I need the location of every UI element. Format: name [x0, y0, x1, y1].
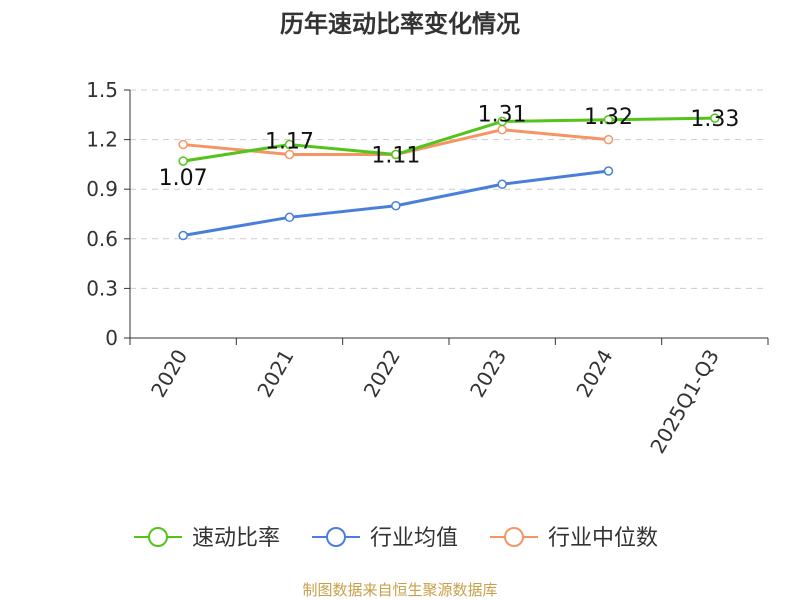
data-point — [497, 179, 507, 189]
x-tick-label: 2020 — [146, 345, 192, 401]
data-point — [603, 166, 614, 176]
legend-item-3[interactable]: 行业中位数 — [490, 526, 658, 551]
series-1 — [178, 113, 720, 166]
data-point — [603, 134, 614, 145]
x-tick-label: 2024 — [571, 345, 617, 401]
series-line — [181, 116, 717, 163]
legend-label: 行业中位数 — [548, 526, 658, 551]
data-label: 1.32 — [584, 105, 633, 130]
data-point — [603, 115, 614, 125]
y-tick-label: 1.5 — [86, 78, 118, 102]
legend-item-1[interactable]: 速动比率 — [134, 526, 280, 551]
data-label: 1.17 — [265, 130, 314, 155]
chart-title: 历年速动比率变化情况 — [280, 10, 520, 38]
x-tick-label: 2025Q1-Q3 — [645, 345, 724, 457]
y-tick-label: 1.2 — [86, 128, 118, 152]
data-point — [178, 230, 188, 241]
data-label: 1.31 — [478, 102, 527, 127]
series-group: 1.07 1.17 1.11 1.31 1.32 1.33 — [159, 102, 739, 241]
data-point — [391, 200, 401, 211]
x-tick-label: 2021 — [252, 345, 298, 401]
data-point — [391, 149, 401, 160]
legend-label: 速动比率 — [192, 526, 280, 551]
source-note: 制图数据来自恒生聚源数据库 — [302, 581, 497, 599]
data-point — [284, 149, 295, 160]
data-point — [284, 139, 295, 150]
data-label: 1.07 — [159, 166, 208, 191]
legend-swatch-marker — [148, 527, 168, 547]
y-tick-label: 0 — [105, 326, 118, 350]
axes: 0 0.3 0.6 0.9 1.2 1.5 2020 2021 2022 2023 2024 2025… — [86, 78, 769, 458]
legend-label: 行业均值 — [370, 526, 458, 551]
data-point — [284, 212, 295, 223]
legend-swatch-marker — [326, 527, 346, 547]
legend-item-2[interactable]: 行业均值 — [312, 526, 458, 551]
x-tick-label: 2023 — [465, 345, 511, 401]
data-point — [497, 116, 507, 127]
x-tick-label: 2022 — [359, 345, 405, 401]
grid — [130, 89, 768, 289]
data-label: 1.33 — [690, 107, 739, 132]
y-tick-label: 0.3 — [86, 276, 118, 300]
legend[interactable]: 速动比率 行业均值 行业中位数 — [134, 526, 658, 551]
legend-swatch-marker — [504, 527, 524, 547]
data-label: 1.11 — [371, 143, 420, 168]
y-tick-label: 0.9 — [86, 177, 118, 201]
data-point — [178, 156, 188, 166]
series-2 — [178, 166, 614, 241]
data-point — [710, 113, 720, 123]
data-point — [178, 139, 188, 150]
y-tick-label: 0.6 — [86, 227, 118, 251]
